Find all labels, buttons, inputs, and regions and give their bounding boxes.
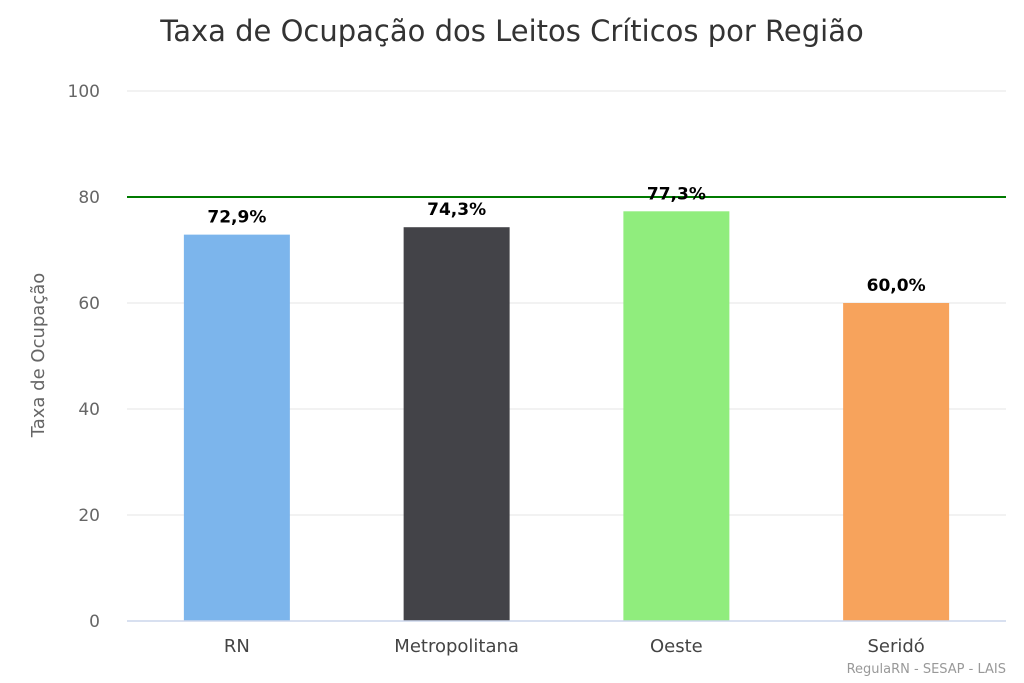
y-tick-label: 80 bbox=[78, 188, 100, 208]
y-tick-label: 40 bbox=[78, 400, 100, 420]
data-labels: 72,9% 74,3% 77,3% 60,0% bbox=[207, 184, 925, 296]
y-tick-label: 100 bbox=[68, 82, 100, 102]
x-category-label: Metropolitana bbox=[394, 636, 519, 657]
bar bbox=[843, 303, 950, 621]
chart-title: Taxa de Ocupação dos Leitos Críticos por… bbox=[159, 14, 863, 48]
x-axis-categories: RN Metropolitana Oeste Seridó bbox=[224, 636, 925, 657]
y-tick-label: 60 bbox=[78, 294, 100, 314]
data-label: 77,3% bbox=[647, 184, 706, 204]
y-axis-ticks: 0 20 40 60 80 100 bbox=[68, 82, 100, 632]
x-category-label: Seridó bbox=[867, 636, 924, 657]
data-label: 60,0% bbox=[867, 276, 926, 296]
y-axis-title: Taxa de Ocupação bbox=[28, 273, 49, 439]
bar bbox=[403, 227, 510, 621]
credits-text: RegulaRN - SESAP - LAIS bbox=[847, 662, 1006, 677]
bar bbox=[623, 211, 730, 621]
data-label: 72,9% bbox=[207, 208, 266, 228]
bar bbox=[183, 234, 290, 621]
data-label: 74,3% bbox=[427, 200, 486, 220]
y-tick-label: 0 bbox=[89, 612, 100, 632]
x-category-label: Oeste bbox=[650, 636, 703, 657]
x-category-label: RN bbox=[224, 636, 250, 657]
y-tick-label: 20 bbox=[78, 506, 100, 526]
bars bbox=[183, 211, 950, 621]
